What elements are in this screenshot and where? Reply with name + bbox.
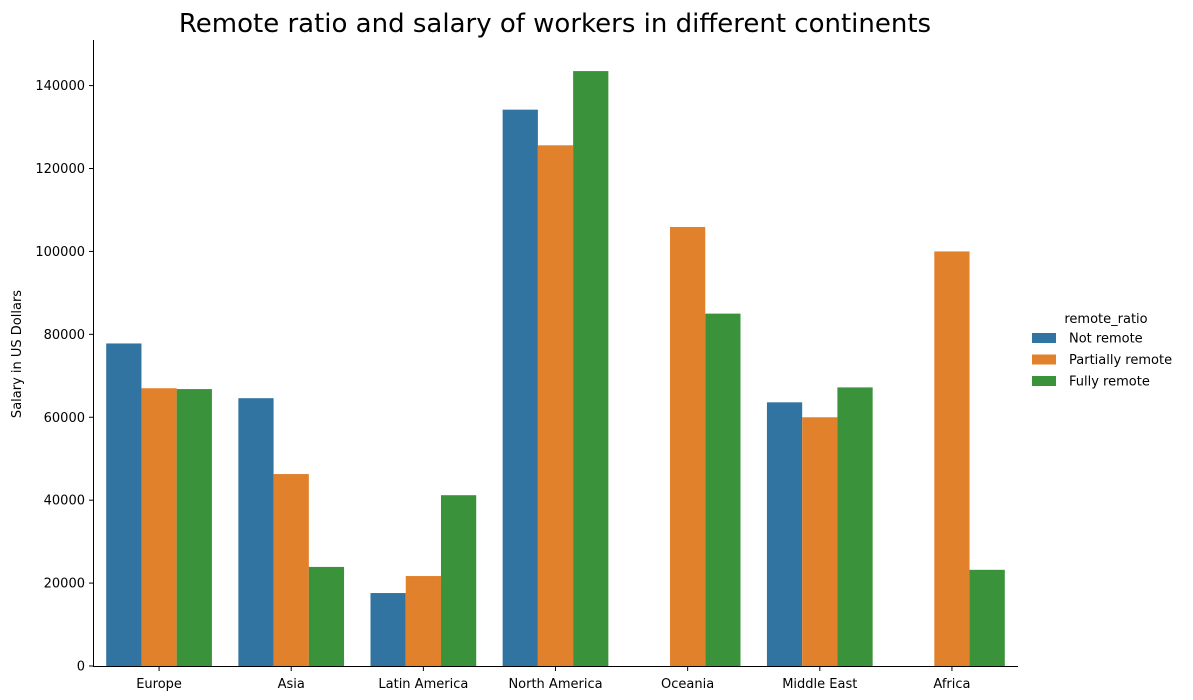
bar-asia-fully-remote [308, 566, 345, 666]
legend-label-fully-remote: Fully remote [1069, 375, 1150, 390]
bar-latin-america-partially-remote [405, 576, 441, 666]
bar-africa-partially-remote [934, 251, 970, 666]
y-tick-label: 140000 [35, 79, 85, 94]
x-tick-label: Middle East [782, 677, 857, 692]
legend-label-not-remote: Not remote [1069, 332, 1143, 347]
y-tick-label: 80000 [44, 328, 85, 343]
x-tick-label: North America [508, 677, 602, 692]
x-ticks-group: Europe Asia Latin America North America Ocea… [136, 666, 970, 692]
bar-middle-east-partially-remote [802, 417, 838, 666]
legend-title: remote_ratio [1064, 312, 1147, 327]
bars-group [106, 71, 1005, 667]
y-tick-label: 0 [77, 660, 85, 675]
bar-oceania-partially-remote [670, 226, 706, 666]
legend-label-partially-remote: Partially remote [1069, 353, 1172, 368]
x-tick-label: Latin America [378, 677, 468, 692]
bar-middle-east-not-remote [766, 402, 803, 666]
bar-oceania-fully-remote [705, 313, 741, 666]
bar-europe-not-remote [106, 343, 142, 666]
y-tick-label: 20000 [44, 577, 85, 592]
bar-latin-america-not-remote [370, 593, 406, 666]
y-tick-label: 100000 [35, 245, 85, 260]
legend: remote_ratio Not remote Partially remote F… [1032, 312, 1172, 390]
y-axis-label: Salary in US Dollars [10, 290, 25, 418]
bar-north-america-partially-remote [537, 145, 574, 667]
legend-swatch-fully-remote [1032, 376, 1056, 386]
bar-africa-fully-remote [969, 569, 1005, 666]
y-tick-label: 60000 [44, 411, 85, 426]
y-tick-label: 120000 [35, 162, 85, 177]
x-tick-label: Europe [136, 677, 182, 692]
x-tick-label: Oceania [661, 677, 714, 692]
bar-asia-partially-remote [273, 474, 309, 666]
bar-middle-east-fully-remote [837, 387, 873, 666]
bar-europe-fully-remote [176, 389, 212, 666]
legend-swatch-not-remote [1032, 333, 1056, 343]
y-tick-label: 40000 [44, 494, 85, 509]
x-tick-label: Africa [933, 677, 970, 692]
x-tick-label: Asia [278, 677, 305, 692]
bar-north-america-not-remote [502, 109, 538, 666]
bar-europe-partially-remote [141, 388, 177, 666]
bar-north-america-fully-remote [573, 71, 609, 667]
bar-latin-america-fully-remote [440, 495, 477, 666]
bar-asia-not-remote [238, 398, 274, 666]
chart-title: Remote ratio and salary of workers in di… [179, 9, 931, 39]
y-ticks-group: 0 20000 40000 60000 80000 100000 120000 140000 [35, 79, 93, 675]
legend-swatch-partially-remote [1032, 354, 1056, 365]
